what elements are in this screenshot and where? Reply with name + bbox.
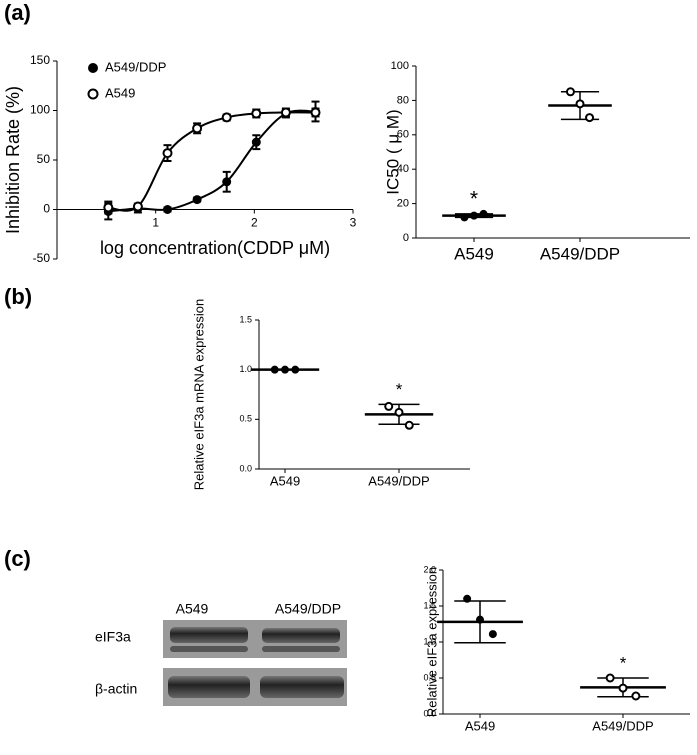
y-tick-label: 0.0 [423,708,436,718]
western-blot: A549 A549/DDP eIF3a β-actin [95,601,347,706]
y-tick-label: 100 [391,60,409,72]
data-point [394,407,404,417]
y-tick-label: 100 [30,103,50,117]
data-point [631,691,641,701]
lane-label: A549/DDP [275,601,341,617]
x-tick-label: 2 [251,216,258,230]
blot-band [168,676,250,698]
x-tick-label: A549 [270,473,300,488]
legend-label: A549/DDP [105,59,166,74]
x-tick-label: A549 [465,718,495,733]
panel-label: (b) [4,284,32,309]
y-tick-label: 0.5 [239,414,252,424]
significance-mark: * [396,380,403,399]
data-point [476,615,484,624]
y-axis-label: Inhibition Rate (%) [3,86,23,234]
data-point [251,137,261,147]
y-tick-label: 0.5 [423,672,436,682]
data-point [575,99,585,109]
data-point [479,209,488,218]
data-point [404,420,414,430]
data-point [585,113,595,123]
y-tick-label: 1.0 [239,364,252,374]
data-point [291,365,300,374]
blot-band [170,646,248,652]
y-tick-label: 40 [397,163,409,175]
y-tick-label: 0.0 [239,463,252,473]
blot-band [262,646,340,652]
significance-mark: * [620,653,627,672]
y-tick-label: 0 [43,202,50,216]
y-tick-label: -50 [33,251,51,265]
y-axis-label: IC50 ( μ M) [383,109,402,194]
data-point [222,177,232,187]
y-tick-label: 50 [37,152,51,166]
blot-band [262,628,340,643]
legend-label: A549 [105,85,135,100]
lane-label: A549 [176,601,209,617]
data-point [280,107,291,118]
data-point [470,211,478,220]
fit-curve [108,111,316,212]
x-tick-label: A549/DDP [592,718,653,733]
data-point [605,673,615,683]
y-axis-label: Relative eIF3a expression [424,567,439,717]
row-label: eIF3a [95,629,131,645]
data-point [463,594,472,603]
data-point [618,683,628,693]
data-point [310,107,321,118]
data-point [221,112,232,123]
data-point [281,365,289,374]
panel-label: (c) [4,546,31,571]
x-tick-label: 1 [152,216,159,230]
data-point [270,365,279,374]
x-tick-label: 3 [350,216,357,230]
data-point [132,201,143,212]
y-tick-label: 80 [397,94,409,106]
x-tick-label: A549/DDP [368,473,429,488]
significance-mark: * [470,187,478,210]
y-tick-label: 150 [30,53,50,67]
y-tick-label: 1.0 [423,636,436,646]
legend-marker [88,63,98,73]
panel-label: (a) [4,0,31,25]
data-point [251,108,262,119]
x-axis-label: log concentration(CDDP μM) [100,238,330,258]
y-tick-label: 0 [403,232,409,244]
fit-curve [108,109,316,213]
y-axis-label: Relative eIF3a mRNA expression [191,299,206,490]
data-point [163,205,173,214]
blot-band [170,627,248,643]
y-tick-label: 2.0 [423,564,436,574]
y-tick-label: 1.5 [423,600,436,610]
legend-marker [87,88,99,100]
data-point [565,87,575,97]
data-point [103,202,114,213]
data-point [488,630,497,639]
data-point [162,148,173,159]
data-point [384,401,394,411]
y-tick-label: 1.5 [239,314,252,324]
y-tick-label: 20 [397,198,409,210]
data-point [192,123,203,134]
y-tick-label: 60 [397,129,409,141]
x-tick-label: A549/DDP [540,244,620,263]
data-point [460,213,469,222]
row-label: β-actin [95,681,137,697]
x-tick-label: A549 [454,244,494,263]
blot-band [260,676,344,698]
data-point [192,195,202,205]
